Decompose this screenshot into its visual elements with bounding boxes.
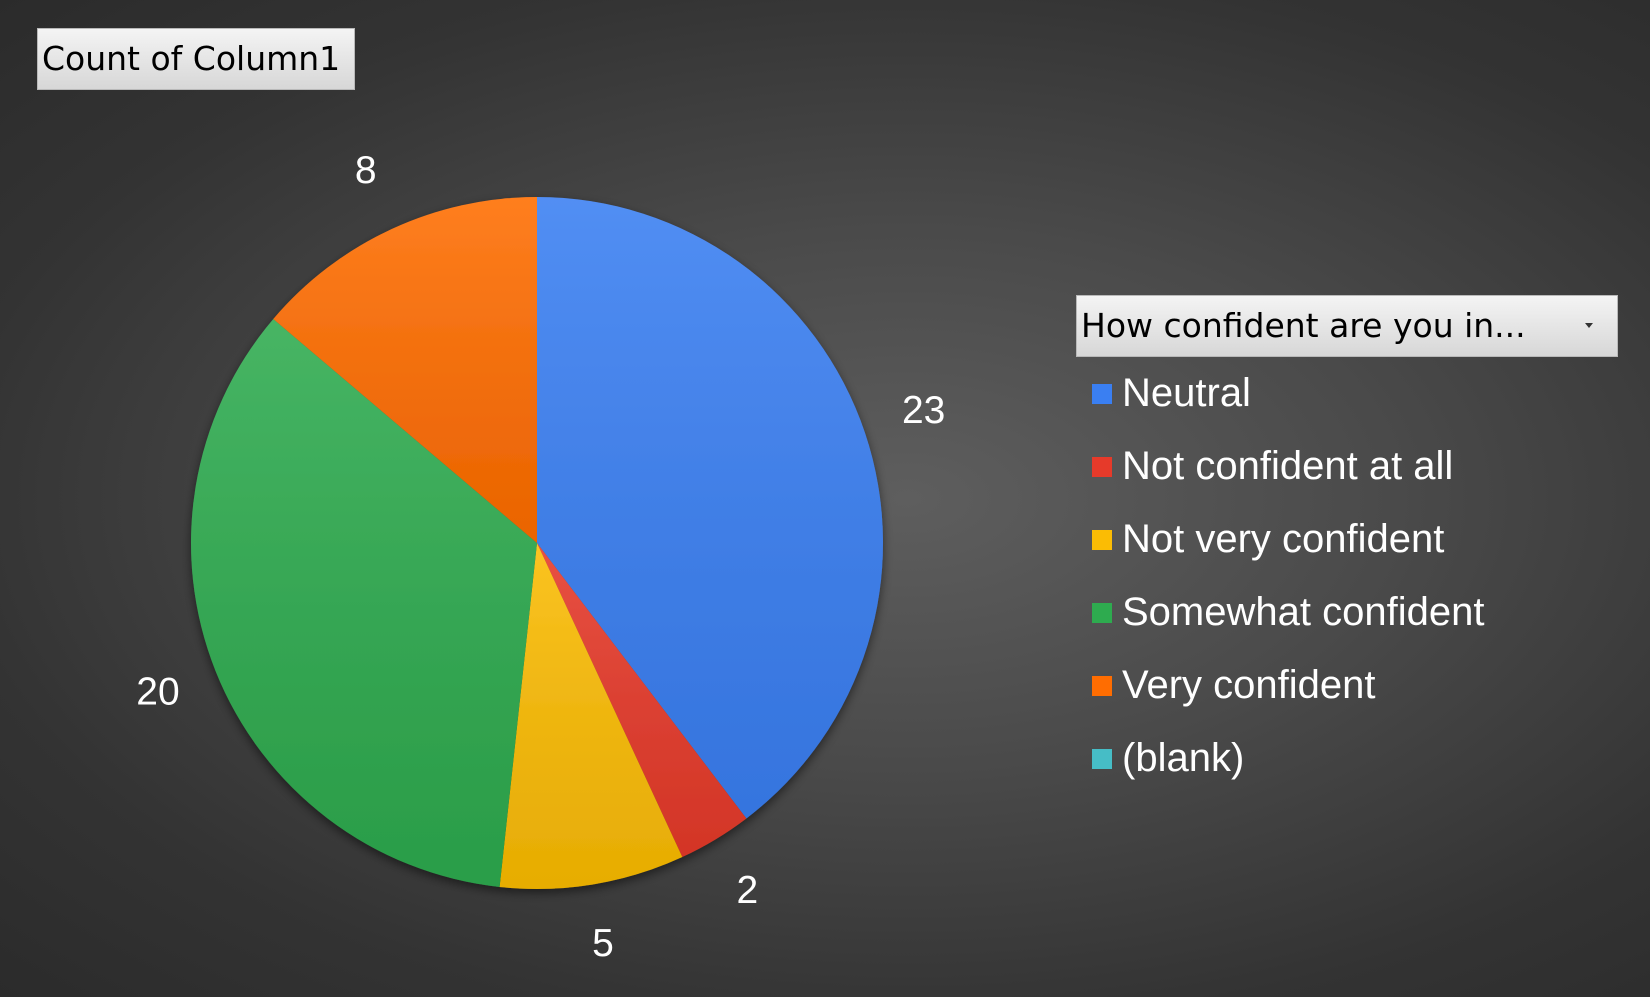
legend-swatch: [1092, 748, 1112, 769]
legend-swatch: [1092, 383, 1112, 404]
legend-item-very-confident[interactable]: Very confident: [1092, 649, 1484, 722]
legend-label: Very confident: [1122, 663, 1376, 707]
legend-label: (blank): [1122, 736, 1245, 780]
legend-swatch: [1092, 675, 1112, 696]
legend-item-not-very-confident[interactable]: Not very confident: [1092, 503, 1484, 576]
legend-label: Somewhat confident: [1122, 590, 1485, 634]
pie-data-labels: 23 2 5 20 8: [136, 149, 945, 965]
data-label-not-confident-at-all: 2: [736, 869, 758, 912]
value-field-button[interactable]: Count of Column1: [37, 28, 355, 90]
legend-item-neutral[interactable]: Neutral: [1092, 357, 1484, 430]
value-field-label: Count of Column1: [42, 39, 341, 78]
legend-swatch: [1092, 602, 1112, 623]
data-label-neutral: 23: [902, 389, 945, 432]
chart-legend: Neutral Not confident at all Not very conf…: [1092, 357, 1484, 795]
legend-label: Neutral: [1122, 371, 1251, 415]
legend-item-blank[interactable]: (blank): [1092, 722, 1484, 795]
data-label-not-very-confident: 5: [592, 922, 614, 965]
legend-label: Not very confident: [1122, 517, 1445, 561]
data-label-very-confident: 8: [355, 149, 377, 192]
legend-label: Not confident at all: [1122, 444, 1454, 488]
legend-field-button[interactable]: How confident are you in...: [1076, 295, 1618, 357]
legend-item-not-confident-at-all[interactable]: Not confident at all: [1092, 430, 1484, 503]
legend-field-label: How confident are you in...: [1081, 306, 1526, 345]
legend-item-somewhat-confident[interactable]: Somewhat confident: [1092, 576, 1484, 649]
legend-swatch: [1092, 456, 1112, 477]
data-label-somewhat-confident: 20: [136, 670, 179, 713]
chevron-down-icon[interactable]: [1585, 323, 1593, 328]
legend-swatch: [1092, 529, 1112, 550]
pie-slices: [191, 197, 884, 889]
